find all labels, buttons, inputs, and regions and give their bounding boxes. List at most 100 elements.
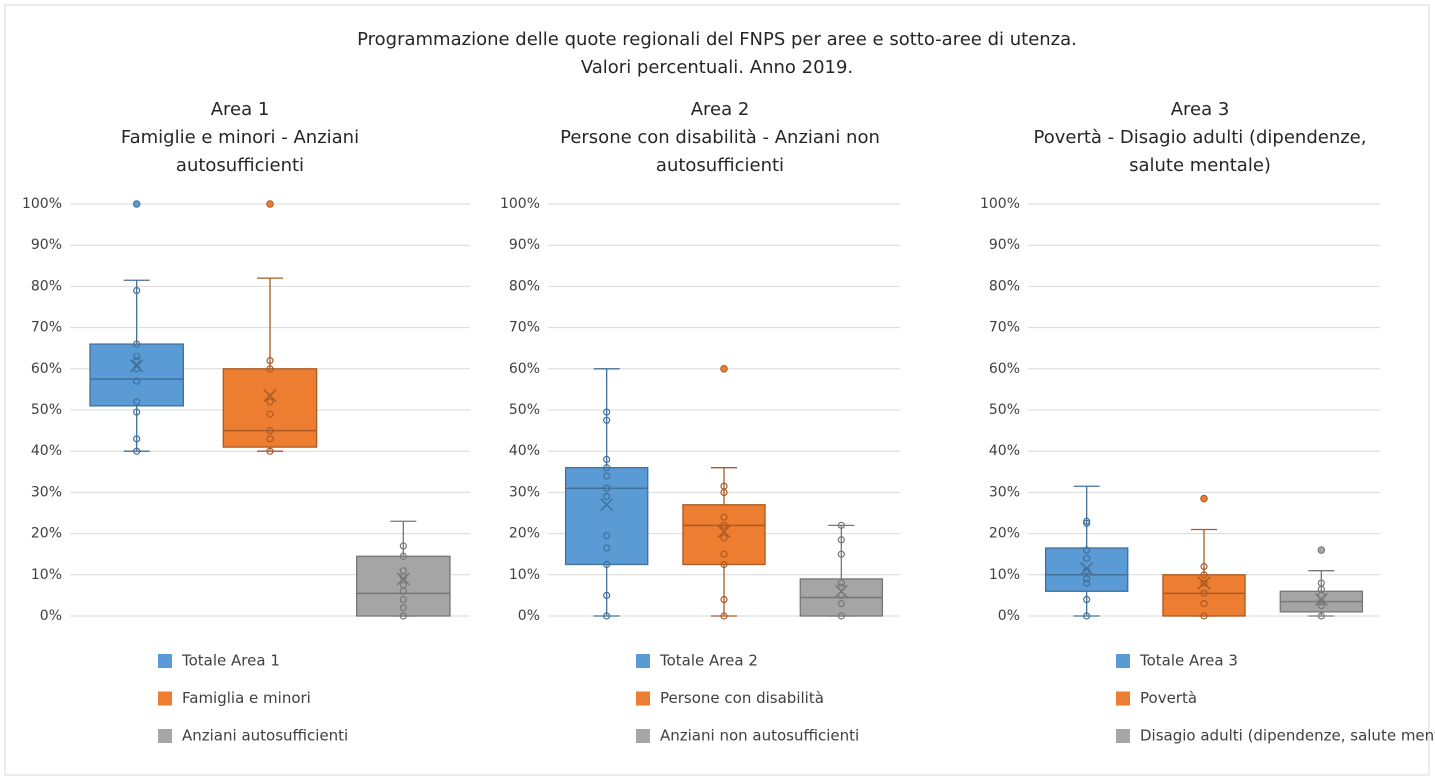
data-point	[603, 560, 611, 569]
data-point	[837, 521, 845, 529]
data-point	[133, 340, 141, 348]
data-point	[133, 435, 141, 443]
panel-title: Area 2	[691, 99, 750, 120]
data-point	[1200, 579, 1208, 587]
legend-swatch	[1116, 691, 1130, 706]
panel-title: Area 1	[211, 99, 270, 120]
mean-marker	[1197, 576, 1211, 590]
data-point	[603, 484, 611, 492]
outlier	[1200, 494, 1208, 503]
chart-subtitle: Valori percentuali. Anno 2019.	[581, 57, 853, 78]
y-tick-label: 70%	[989, 320, 1020, 336]
data-point	[399, 587, 407, 595]
data-point	[1317, 597, 1325, 606]
box	[356, 555, 451, 617]
y-tick-label: 90%	[989, 237, 1020, 253]
data-point	[1083, 567, 1091, 575]
mean-marker	[600, 498, 614, 512]
data-point	[133, 356, 141, 365]
panel-title: Persone con disabilità - Anziani non	[560, 127, 880, 148]
y-tick-label: 100%	[980, 196, 1020, 212]
y-tick-label: 0%	[518, 608, 540, 624]
data-point	[1317, 602, 1325, 610]
data-point	[720, 550, 728, 558]
data-point	[133, 286, 141, 295]
panel-title: salute mentale)	[1129, 155, 1271, 176]
panel-title: Famiglie e minori - Anziani	[121, 127, 359, 148]
y-tick-label: 0%	[998, 608, 1020, 624]
legend-label: Persone con disabilità	[660, 689, 824, 707]
y-tick-label: 40%	[509, 443, 540, 459]
y-tick-label: 0%	[40, 608, 62, 624]
legend-swatch	[636, 729, 650, 743]
y-tick-label: 60%	[509, 361, 540, 377]
panel-title: Povertà - Disagio adulti (dipendenze,	[1034, 127, 1367, 148]
data-point	[1083, 517, 1091, 525]
legend-label: Povertà	[1140, 689, 1197, 707]
box	[1162, 574, 1246, 617]
legend-swatch	[158, 654, 172, 668]
data-point	[399, 612, 407, 620]
data-point	[603, 408, 611, 416]
data-point	[603, 532, 611, 540]
outlier	[1317, 546, 1326, 554]
data-point	[1083, 579, 1091, 587]
y-tick-label: 30%	[989, 484, 1020, 500]
y-tick-label: 100%	[22, 196, 62, 212]
y-tick-label: 40%	[31, 443, 62, 459]
data-point	[1200, 600, 1208, 608]
legend-swatch	[158, 729, 172, 743]
y-tick-label: 50%	[31, 402, 62, 418]
data-point	[603, 544, 611, 552]
data-point	[133, 365, 141, 373]
legend-label: Famiglia e minori	[182, 689, 311, 707]
legend-swatch	[636, 654, 650, 668]
legend-swatch	[1116, 654, 1130, 668]
data-point	[1317, 612, 1325, 620]
y-tick-label: 100%	[500, 196, 540, 212]
y-tick-label: 80%	[31, 278, 62, 294]
data-point	[1200, 562, 1208, 571]
box	[564, 467, 649, 566]
y-tick-label: 90%	[509, 237, 540, 253]
data-point	[720, 521, 728, 529]
data-point	[399, 604, 407, 612]
y-tick-label: 20%	[509, 526, 540, 542]
mean-marker	[1080, 562, 1094, 576]
data-point	[603, 472, 611, 480]
data-point	[603, 416, 611, 424]
y-tick-label: 20%	[989, 526, 1020, 542]
y-tick-label: 90%	[31, 237, 62, 253]
data-point	[837, 591, 845, 600]
chart-title: Programmazione delle quote regionali del…	[357, 29, 1077, 50]
y-tick-label: 50%	[989, 402, 1020, 418]
data-point	[1083, 554, 1091, 562]
data-point	[837, 600, 845, 608]
y-tick-label: 10%	[509, 567, 540, 583]
y-tick-label: 50%	[509, 402, 540, 418]
data-point	[603, 591, 611, 600]
data-point	[266, 410, 274, 418]
legend-swatch	[636, 691, 650, 706]
data-point	[837, 583, 845, 591]
y-tick-label: 10%	[989, 567, 1020, 583]
y-tick-label: 80%	[509, 278, 540, 294]
data-point	[266, 398, 274, 406]
y-tick-label: 30%	[509, 484, 540, 500]
mean-marker	[263, 389, 277, 403]
data-point	[603, 492, 611, 501]
mean-marker	[1314, 592, 1328, 607]
legend-label: Anziani non autosufficienti	[660, 727, 859, 745]
y-tick-label: 10%	[31, 567, 62, 583]
data-point	[837, 612, 845, 620]
y-tick-label: 80%	[989, 278, 1020, 294]
outlier	[720, 365, 728, 373]
legend-swatch	[1116, 729, 1130, 743]
data-point	[1200, 571, 1208, 579]
data-point	[720, 534, 728, 542]
data-point	[399, 573, 407, 581]
data-point	[266, 365, 274, 373]
data-point	[133, 447, 141, 455]
y-tick-label: 60%	[989, 361, 1020, 377]
